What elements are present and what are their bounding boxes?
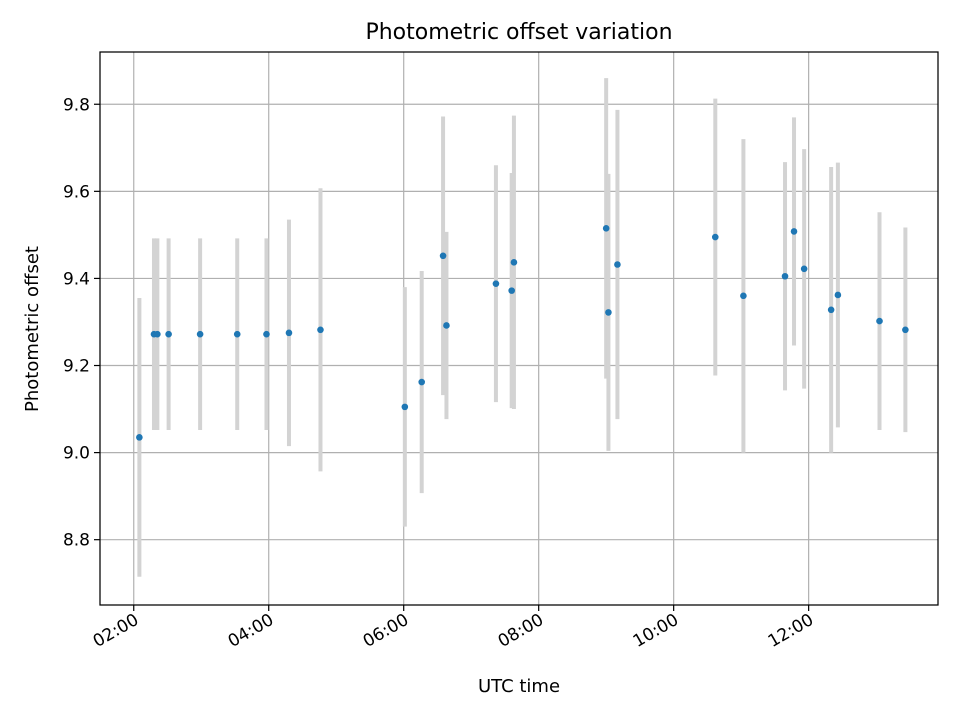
- data-point: [154, 330, 161, 338]
- y-tick-label: 8.8: [63, 531, 90, 551]
- y-tick-label: 9.4: [63, 269, 90, 289]
- data-point: [781, 272, 789, 280]
- data-point: [800, 265, 808, 273]
- data-point: [418, 378, 426, 386]
- data-point: [740, 292, 747, 300]
- plot-area-frame: [99, 51, 939, 606]
- y-tick-label: 9.0: [63, 444, 90, 464]
- y-tick-label: 9.8: [63, 95, 90, 115]
- data-point: [317, 326, 324, 334]
- data-point: [439, 252, 447, 260]
- x-axis-label: UTC time: [478, 676, 560, 697]
- data-point: [605, 309, 612, 316]
- data-point: [233, 330, 241, 338]
- data-point: [136, 434, 143, 441]
- data-point: [614, 261, 621, 268]
- data-points: [136, 225, 909, 441]
- data-point: [285, 329, 293, 337]
- grid: [100, 52, 938, 605]
- y-tick-label: 9.6: [63, 182, 90, 202]
- data-point: [443, 322, 450, 329]
- y-axis-label: Photometric offset: [22, 246, 43, 412]
- y-tick-label: 9.2: [63, 357, 90, 377]
- y-axis-ticks: 8.8 9.0 9.2 9.4 9.6 9.8: [63, 95, 100, 551]
- data-point: [902, 326, 909, 334]
- data-point: [165, 330, 172, 338]
- data-point: [827, 306, 835, 314]
- data-point: [790, 228, 798, 235]
- data-point: [510, 259, 518, 266]
- data-point: [834, 291, 842, 299]
- chart-title: Photometric offset variation: [365, 20, 672, 45]
- data-point: [508, 287, 515, 294]
- data-point: [401, 403, 409, 411]
- data-point: [602, 225, 610, 232]
- data-point: [263, 330, 270, 338]
- data-point: [711, 233, 719, 241]
- data-point: [876, 317, 883, 325]
- data-point: [492, 280, 500, 287]
- data-point: [196, 330, 204, 338]
